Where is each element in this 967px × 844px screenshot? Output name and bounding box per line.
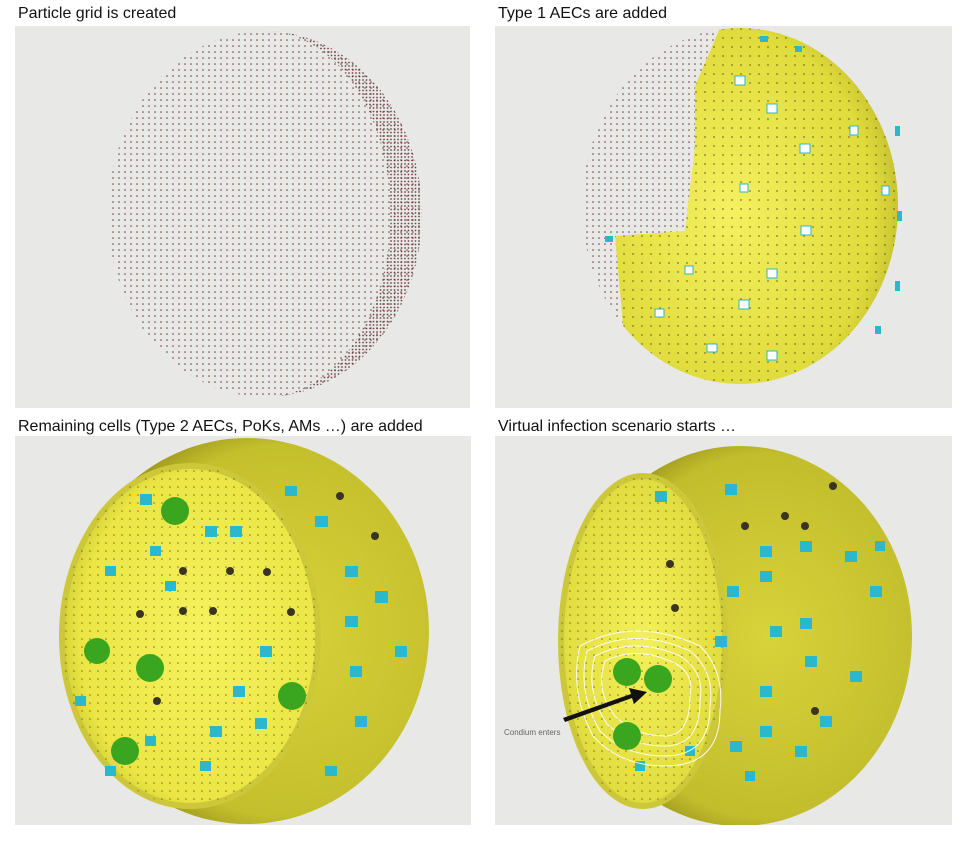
caption-panel-1: Particle grid is created [18, 5, 177, 22]
alveolus-full-sphere [59, 438, 429, 824]
panel-remaining-cells [15, 436, 471, 825]
alveolar-macrophages [613, 658, 672, 750]
panel-particle-grid [15, 26, 470, 408]
panel-type1-aecs [495, 26, 952, 408]
infection-scenario-sphere [558, 446, 912, 825]
pores-of-kohn [136, 492, 379, 705]
concentration-contours [576, 630, 722, 767]
annotation-condium-enters: Condium enters [504, 728, 561, 737]
particle-grid-sphere [108, 31, 422, 397]
type1-aec-sphere [582, 28, 902, 384]
pores-of-kohn [666, 482, 837, 715]
caption-panel-4: Virtual infection scenario starts … [498, 418, 737, 435]
conidium-arrow [563, 688, 647, 722]
aec2-markers [654, 75, 890, 361]
caption-panel-2: Type 1 AECs are added [498, 5, 667, 22]
caption-panel-3: Remaining cells (Type 2 AECs, PoKs, AMs … [18, 418, 423, 435]
alveolar-macrophages [84, 497, 306, 765]
panel-virtual-infection: Condium enters [495, 436, 952, 825]
cyan-cells [75, 486, 407, 776]
